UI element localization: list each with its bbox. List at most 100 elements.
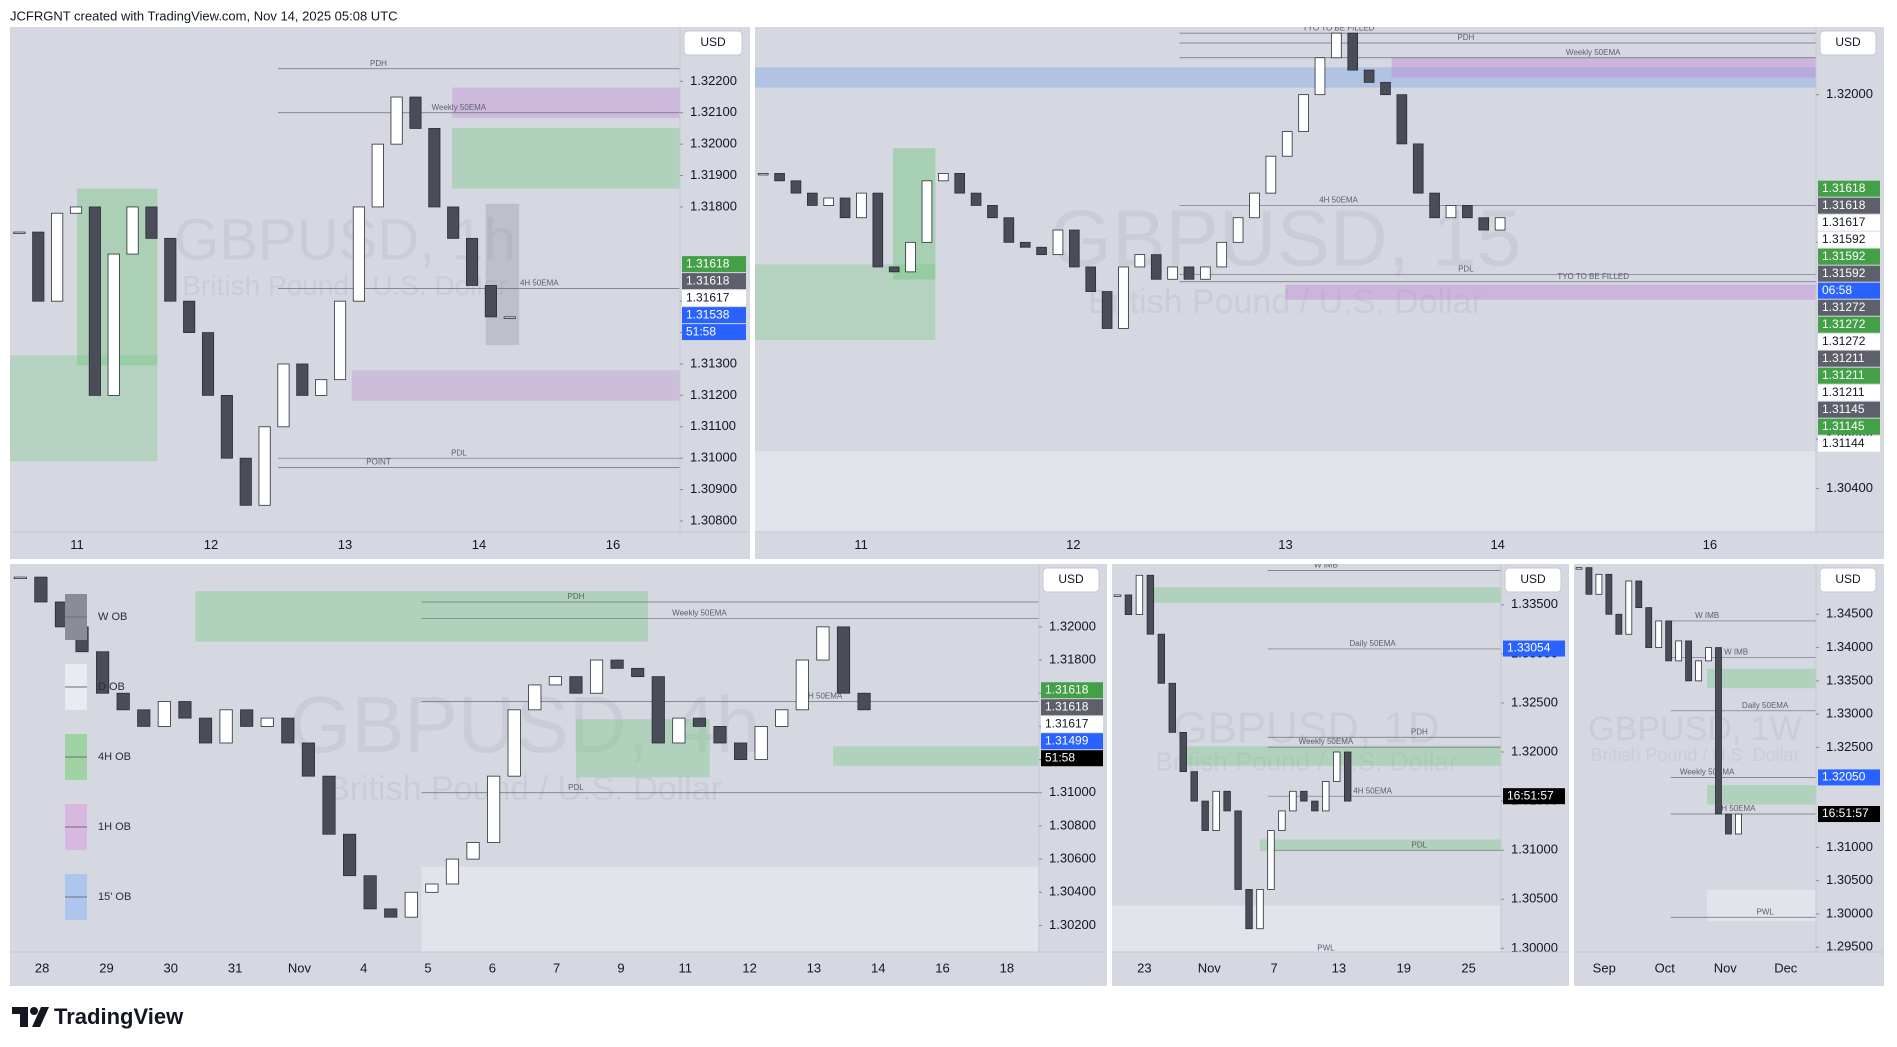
price-badge — [1818, 214, 1880, 231]
y-tick-label: 1.30800 — [1049, 817, 1096, 832]
candle — [1200, 266, 1211, 280]
price-badge — [1818, 418, 1880, 435]
candle — [921, 180, 933, 243]
candle — [1625, 580, 1633, 635]
watermark-name: British Pound / U.S. Dollar — [1590, 745, 1799, 765]
currency-button[interactable] — [683, 30, 743, 56]
currency-button[interactable] — [1819, 567, 1877, 593]
candle — [1085, 266, 1097, 292]
candle — [390, 96, 403, 145]
zone — [1150, 587, 1501, 603]
candle — [1445, 205, 1457, 219]
candle — [157, 701, 171, 727]
currency-button[interactable] — [1504, 567, 1562, 593]
watermark-name: British Pound / U.S. Dollar — [1088, 283, 1483, 321]
x-tick-label: 13 — [1278, 537, 1292, 552]
legend-label: 1H OB — [98, 821, 131, 833]
x-tick-label: 18 — [1000, 960, 1014, 975]
price-badge-label: 1.31211 — [1822, 385, 1865, 399]
candle — [713, 725, 727, 744]
candle — [1715, 647, 1722, 815]
x-tick-label: 11 — [854, 537, 868, 552]
y-tick-label: 1.32200 — [690, 73, 737, 88]
annotation-label: Weekly 50EMA — [672, 609, 727, 618]
x-tick-label: 7 — [1270, 960, 1277, 975]
candle — [183, 300, 196, 333]
x-tick-label: 19 — [1397, 960, 1411, 975]
legend-label: 4H OB — [98, 751, 131, 763]
y-tick-label: 1.31900 — [690, 167, 737, 182]
price-badge-label: 1.31618 — [686, 256, 730, 270]
zone — [485, 203, 520, 346]
annotation-label: Weekly 50EMA — [432, 103, 487, 112]
annotation-label: Weekly 50EMA — [1566, 48, 1621, 57]
candle — [754, 725, 768, 760]
annotation-label: PDH — [370, 59, 387, 68]
candle — [1019, 241, 1031, 248]
annotation-label: PDL — [568, 783, 584, 792]
candle — [1615, 613, 1623, 635]
candle — [116, 692, 130, 711]
candle — [775, 709, 789, 727]
x-tick-label: 13 — [807, 960, 821, 975]
candle — [790, 180, 802, 194]
currency-label: USD — [1835, 35, 1861, 49]
candle — [1300, 790, 1308, 802]
candle — [1363, 69, 1375, 83]
candle — [1113, 594, 1122, 597]
candle — [1278, 810, 1286, 831]
zone — [1707, 668, 1816, 689]
price-badge-label: 1.31538 — [686, 307, 730, 321]
price-badge — [1818, 435, 1880, 452]
zone — [755, 451, 1816, 532]
y-tick-label: 1.30800 — [690, 512, 737, 527]
zone — [195, 591, 648, 642]
candle — [1333, 751, 1341, 782]
zone — [755, 67, 1816, 88]
zone — [1285, 284, 1816, 300]
candle — [447, 206, 460, 239]
annotation-label: PDL — [1458, 264, 1474, 273]
y-tick-label: 1.31300 — [690, 355, 737, 370]
y-tick-label: 1.30000 — [1826, 905, 1873, 920]
y-tick-label: 1.32000 — [1049, 618, 1096, 633]
y-tick-label: 1.33500 — [1511, 596, 1558, 611]
candle — [484, 285, 497, 318]
candle — [1036, 246, 1047, 256]
annotation-label: PDH — [1411, 727, 1428, 736]
candle — [363, 875, 377, 910]
candle — [1462, 205, 1473, 219]
y-tick-label: 1.31200 — [690, 387, 737, 402]
candle — [13, 231, 26, 234]
candle — [938, 173, 949, 182]
candle — [807, 192, 818, 206]
price-badge — [1818, 316, 1880, 333]
candle — [872, 192, 884, 268]
price-badge — [1041, 750, 1103, 767]
price-badge — [1041, 699, 1103, 716]
chart-panel: GBPUSD, 1DBritish Pound / U.S. Dollar W I… — [1112, 564, 1569, 986]
price-badge — [682, 307, 746, 324]
watermark-name: British Pound / U.S. Dollar — [327, 770, 722, 808]
price-badge — [1818, 231, 1880, 248]
zone — [10, 355, 158, 462]
price-badge — [1818, 350, 1880, 367]
price-badge-label: 1.31592 — [1822, 266, 1866, 280]
currency-button[interactable] — [1042, 567, 1100, 593]
candle — [1478, 217, 1490, 231]
candle — [954, 173, 966, 194]
price-badge — [682, 324, 746, 341]
candle — [1069, 229, 1080, 268]
price-badge — [1818, 197, 1880, 214]
currency-button[interactable] — [1819, 30, 1877, 56]
y-tick-label: 1.34000 — [1826, 639, 1873, 654]
candle — [836, 626, 851, 694]
candle — [1179, 731, 1187, 773]
candle — [528, 684, 542, 711]
zone — [1391, 57, 1816, 78]
candle — [734, 742, 748, 760]
x-tick-label: 28 — [35, 960, 49, 975]
x-tick-label: 13 — [338, 537, 352, 552]
candle — [1223, 790, 1231, 812]
